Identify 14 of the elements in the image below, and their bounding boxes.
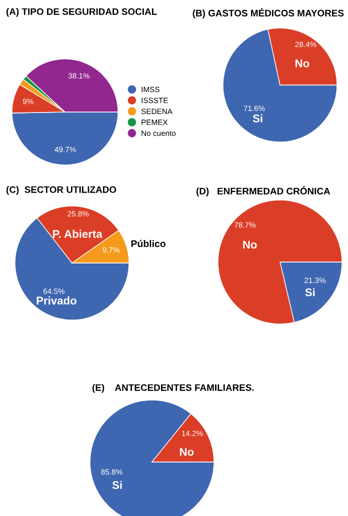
slice-label: Si bbox=[252, 114, 262, 122]
slice-label: No bbox=[243, 240, 257, 249]
slice-label: Privado bbox=[36, 296, 76, 305]
chart-title: (E) ANTECEDENTES FAMILIARES. bbox=[92, 384, 254, 393]
chart-title: (B) GASTOS MÉDICOS MAYORES bbox=[192, 8, 344, 18]
chart-title: (C) SECTOR UTILIZADO bbox=[6, 186, 116, 195]
slice-label: Si bbox=[305, 288, 315, 296]
slice-label: No bbox=[180, 448, 194, 456]
chart-title: (D) ENFERMEDAD CRÓNICA bbox=[196, 186, 330, 196]
chart-title: (A) TIPO DE SEGURIDAD SOCIAL bbox=[6, 8, 157, 17]
slice-label: P. Abierta bbox=[53, 230, 102, 238]
slice-label: Si bbox=[112, 480, 122, 490]
slice-label: No bbox=[296, 60, 310, 68]
slice-label: Público bbox=[131, 240, 166, 248]
